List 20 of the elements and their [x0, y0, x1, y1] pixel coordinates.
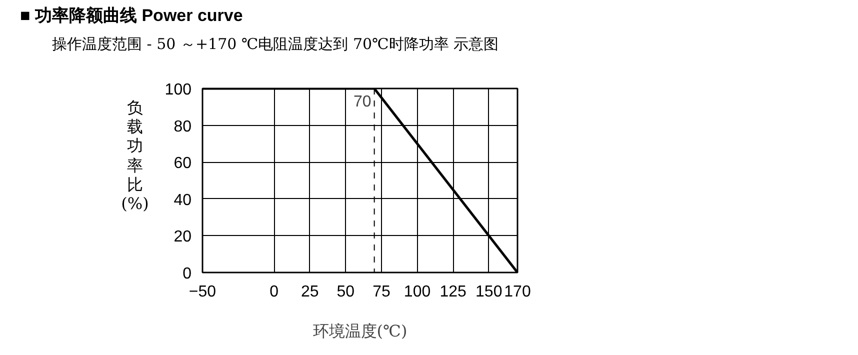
x-tick-label: 100: [404, 284, 431, 300]
y-tick-label: 100: [164, 82, 192, 98]
chart-subtitle: 操作温度范围 - 50 ～+170 ℃电阻温度达到 70℃时降功率 示意图: [52, 34, 499, 55]
x-tick-label: 125: [440, 284, 467, 300]
chart-title: ■ 功率降额曲线 Power curve: [20, 5, 243, 27]
x-tick-label: 75: [372, 284, 390, 300]
y-tick-label: 0: [182, 266, 192, 282]
ref-line-label: 70: [354, 94, 372, 110]
y-tick-label: 40: [174, 192, 192, 209]
x-tick-label: 50: [336, 284, 355, 300]
y-tick-label: 60: [174, 155, 192, 172]
x-tick-label: 150: [476, 284, 502, 300]
x-tick-label: 25: [300, 284, 319, 300]
x-tick-label: −50: [188, 284, 216, 300]
y-axis-title: 负载功率比(%): [121, 98, 149, 214]
x-axis-title: 环境温度(℃): [312, 322, 408, 340]
y-tick-label: 80: [174, 118, 192, 136]
x-tick-label: 0: [270, 284, 279, 300]
x-tick-label: 170: [504, 284, 531, 300]
y-tick-label: 20: [174, 228, 192, 246]
